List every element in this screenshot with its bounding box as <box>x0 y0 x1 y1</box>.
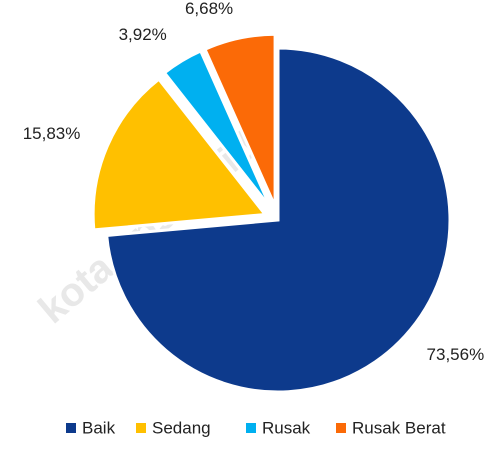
data-label: 15,83% <box>23 124 81 143</box>
pie-slice <box>105 46 452 394</box>
data-label: 6,68% <box>185 0 233 18</box>
legend-label: Baik <box>82 418 116 437</box>
legend-label: Rusak Berat <box>352 418 446 437</box>
legend-swatch <box>66 423 76 433</box>
pie-slice <box>203 32 277 207</box>
legend-swatch <box>246 423 256 433</box>
data-label: 3,92% <box>119 25 167 44</box>
legend-label: Sedang <box>152 418 211 437</box>
legend-swatch <box>336 423 346 433</box>
pie-slice <box>162 48 273 209</box>
pie-slice <box>91 77 269 232</box>
legend-swatch <box>136 423 146 433</box>
legend-label: Rusak <box>262 418 311 437</box>
data-label: 73,56% <box>427 345 485 364</box>
